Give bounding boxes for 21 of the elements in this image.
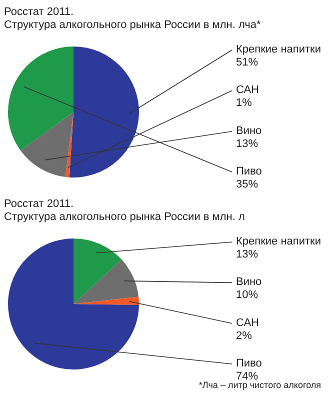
text: *Лча – литр чистого алкоголя (198, 380, 322, 390)
slice-label: Пиво (236, 166, 262, 178)
chart-title: Росстат 2011. (4, 198, 75, 211)
slice-label: Крепкие напитки (236, 44, 322, 56)
data-label: 2% (236, 330, 252, 342)
slice-label: Вино (236, 276, 262, 288)
data-label: 35% (236, 178, 258, 191)
chart-subtitle: Структура алкогольного рынка России в млн. лча* (4, 19, 262, 32)
data-label: 1% (236, 97, 252, 110)
data-label: 13% (236, 138, 258, 150)
slice-label: САН (236, 316, 260, 329)
data-label: 51% (236, 56, 258, 69)
slice-label: Пиво (236, 358, 262, 370)
slice-label: Крепкие напитки (236, 236, 322, 248)
chart-title: Росстат 2011. (4, 6, 75, 19)
data-label: 10% (236, 289, 258, 302)
data-label: 13% (236, 248, 258, 261)
slice-label: САН (236, 84, 260, 96)
data-label: 74% (236, 370, 258, 383)
chart-subtitle: Структура алкогольного рынка России в млн. л (4, 211, 246, 224)
slice-label: Вино (236, 124, 262, 137)
